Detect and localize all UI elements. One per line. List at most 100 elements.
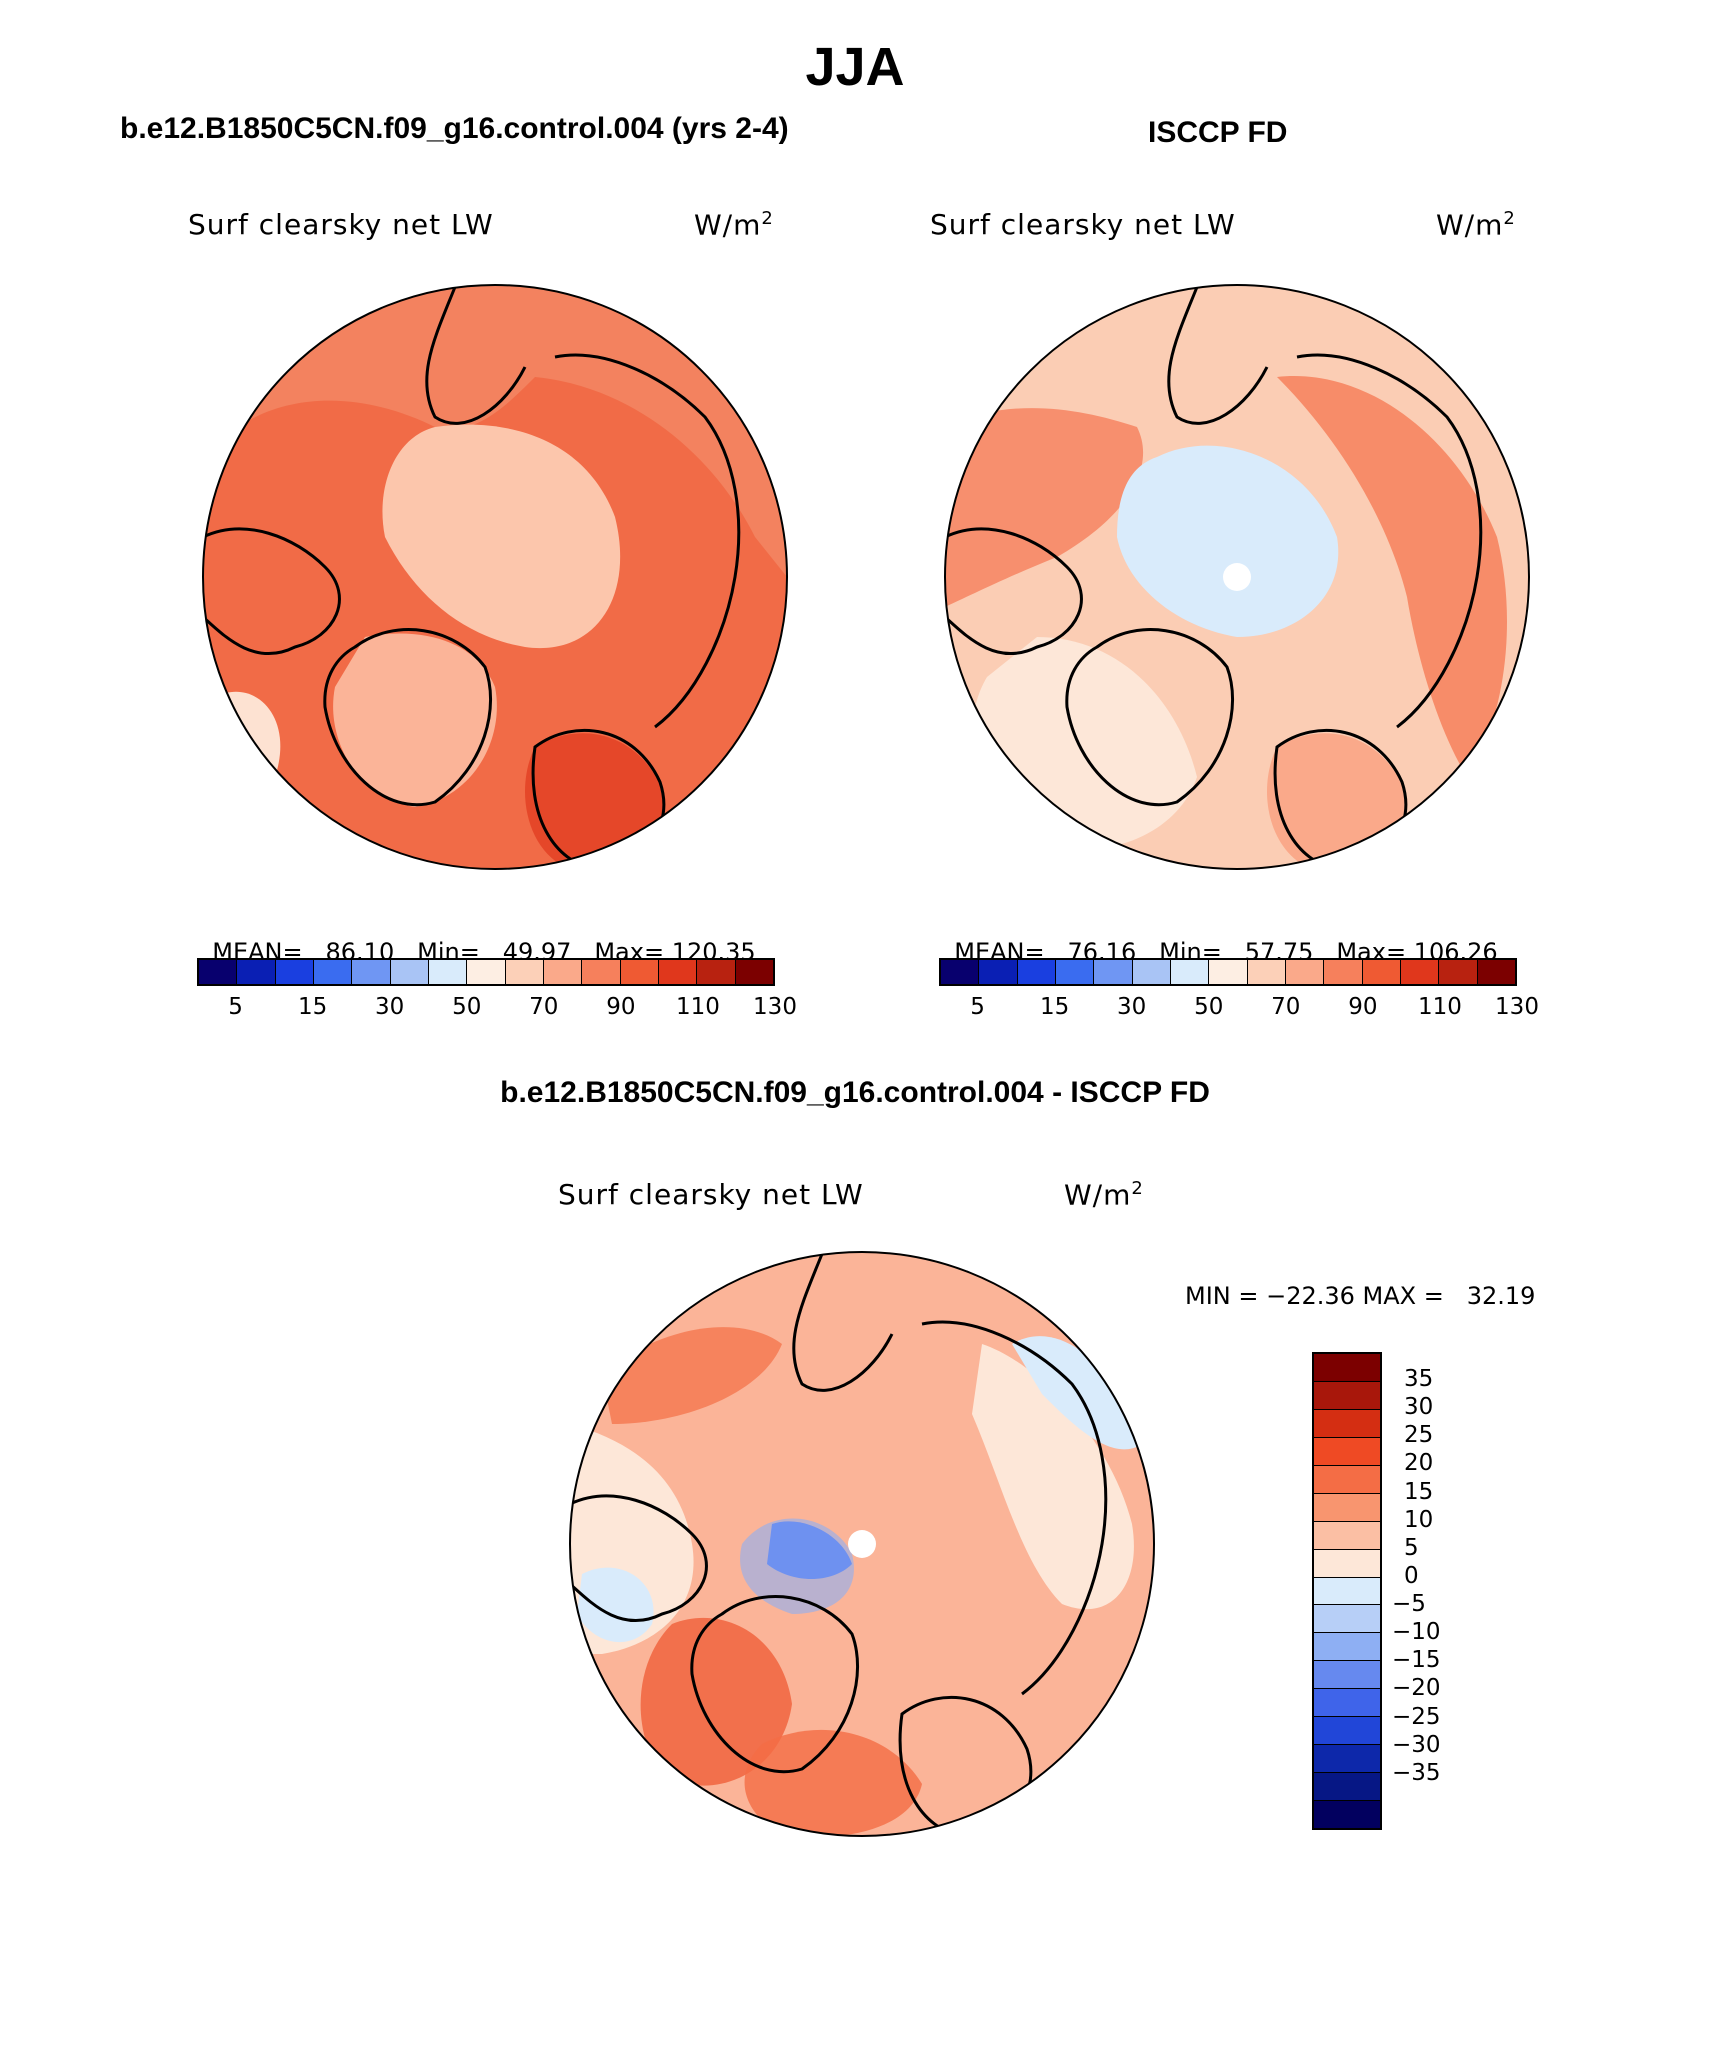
obs-warm-band-left bbox=[945, 408, 1144, 607]
obs-coastline-eurasia bbox=[1296, 353, 1483, 729]
colorbar-tick-label: 10 bbox=[1404, 1506, 1434, 1533]
colorbar-swatch bbox=[1314, 1633, 1380, 1662]
colorbar-swatch bbox=[1170, 960, 1210, 984]
model-units-label: W/m2 bbox=[694, 208, 774, 241]
colorbar-swatch bbox=[1314, 1521, 1380, 1550]
colorbar-tick-label: 30 bbox=[1117, 994, 1147, 1020]
colorbar-swatch bbox=[390, 960, 429, 984]
colorbar-swatch bbox=[1400, 960, 1440, 984]
obs-coastline-alaska bbox=[1167, 286, 1269, 425]
colorbar-swatch bbox=[1094, 960, 1133, 984]
model-colorbar bbox=[197, 958, 775, 986]
diff-cool-left-region bbox=[577, 1567, 654, 1643]
colorbar-tick-label: 0 bbox=[1404, 1562, 1419, 1589]
colorbar-tick-label: 130 bbox=[1495, 994, 1539, 1020]
colorbar-swatch bbox=[1055, 960, 1095, 984]
colorbar-swatch bbox=[620, 960, 659, 984]
diff-colorbar bbox=[1312, 1352, 1382, 1830]
diff-polar-map bbox=[569, 1251, 1155, 1837]
obs-warm-band-right bbox=[1277, 376, 1507, 777]
colorbar-swatch bbox=[1247, 960, 1286, 984]
colorbar-swatch bbox=[1314, 1409, 1380, 1438]
colorbar-swatch bbox=[1314, 1773, 1380, 1801]
diff-map-border bbox=[569, 1251, 1155, 1837]
colorbar-tick-label: −15 bbox=[1392, 1647, 1441, 1674]
obs-arctic-pale-region bbox=[1117, 445, 1339, 637]
obs-panel-title: ISCCP FD bbox=[1148, 116, 1288, 149]
obs-units-sup: 2 bbox=[1503, 208, 1516, 229]
model-arctic-ocean-region bbox=[382, 424, 621, 649]
model-greenland-region bbox=[333, 633, 497, 807]
obs-coastline-canada bbox=[945, 527, 1083, 655]
model-coastline-eurasia bbox=[554, 353, 741, 729]
obs-polar-map bbox=[944, 284, 1530, 870]
colorbar-swatch bbox=[543, 960, 583, 984]
colorbar-tick-label: 15 bbox=[1404, 1478, 1434, 1505]
diff-panel-title: b.e12.B1850C5CN.f09_g16.control.004 - IS… bbox=[500, 1076, 1210, 1109]
model-colorbar-ticks: 5 15 30 50 70 90 110 130 bbox=[197, 994, 797, 1024]
model-polar-map bbox=[202, 284, 788, 870]
colorbar-swatch bbox=[1017, 960, 1056, 984]
colorbar-swatch bbox=[1314, 1493, 1380, 1522]
colorbar-tick-label: −35 bbox=[1392, 1759, 1441, 1786]
colorbar-tick-label: 90 bbox=[606, 994, 636, 1020]
colorbar-swatch bbox=[941, 960, 980, 984]
colorbar-tick-label: 110 bbox=[675, 994, 720, 1020]
diff-warm-south-region bbox=[744, 1729, 922, 1836]
colorbar-tick-label: −30 bbox=[1392, 1731, 1441, 1758]
colorbar-swatch bbox=[697, 960, 736, 984]
obs-units-text: W/m bbox=[1436, 208, 1504, 242]
colorbar-tick-label: 25 bbox=[1404, 1422, 1434, 1449]
colorbar-swatch bbox=[1314, 1801, 1380, 1828]
model-map-border bbox=[202, 284, 788, 870]
colorbar-swatch bbox=[979, 960, 1018, 984]
colorbar-tick-label: 70 bbox=[1271, 994, 1301, 1020]
colorbar-swatch bbox=[1477, 960, 1515, 984]
colorbar-swatch bbox=[1285, 960, 1325, 984]
colorbar-swatch bbox=[1314, 1549, 1380, 1578]
obs-colorbar bbox=[939, 958, 1517, 986]
colorbar-swatch bbox=[1439, 960, 1478, 984]
model-variable-label: Surf clearsky net LW bbox=[188, 208, 494, 241]
obs-colorbar-ticks: 5 15 30 50 70 90 110 130 bbox=[939, 994, 1539, 1024]
diff-coastline-eurasia bbox=[921, 1320, 1108, 1696]
colorbar-tick-label: 30 bbox=[375, 994, 405, 1020]
diff-minmax: MIN = −22.36 MAX = 32.19 bbox=[1185, 1282, 1536, 1310]
colorbar-swatch bbox=[467, 960, 506, 984]
model-coastline-canada bbox=[203, 527, 341, 655]
colorbar-swatch bbox=[735, 960, 773, 984]
colorbar-tick-label: 15 bbox=[1039, 994, 1070, 1020]
colorbar-swatch bbox=[1314, 1354, 1380, 1382]
colorbar-swatch bbox=[582, 960, 621, 984]
colorbar-tick-label: 90 bbox=[1348, 994, 1378, 1020]
model-coastline-alaska bbox=[425, 286, 527, 425]
colorbar-tick-label: 70 bbox=[529, 994, 559, 1020]
diff-coastline-greenland bbox=[690, 1595, 860, 1774]
obs-units-label: W/m2 bbox=[1436, 208, 1516, 241]
obs-pole-missing-data bbox=[1223, 563, 1251, 591]
diff-warm-upper-region bbox=[602, 1327, 782, 1424]
model-units-sup: 2 bbox=[761, 208, 774, 229]
diff-variable-label: Surf clearsky net LW bbox=[558, 1178, 864, 1211]
obs-coastline-greenland bbox=[1065, 628, 1235, 807]
colorbar-swatch bbox=[1314, 1745, 1380, 1774]
diff-coastline-alaska bbox=[792, 1253, 894, 1392]
diff-pole-missing-data bbox=[848, 1530, 876, 1558]
colorbar-tick-label: 20 bbox=[1404, 1450, 1434, 1477]
colorbar-swatch bbox=[1314, 1381, 1380, 1410]
colorbar-tick-label: 5 bbox=[970, 994, 985, 1020]
colorbar-swatch bbox=[1324, 960, 1363, 984]
colorbar-swatch bbox=[1314, 1465, 1380, 1494]
colorbar-swatch bbox=[275, 960, 314, 984]
colorbar-swatch bbox=[1132, 960, 1171, 984]
colorbar-swatch bbox=[199, 960, 238, 984]
diff-units-label: W/m2 bbox=[1064, 1178, 1144, 1211]
colorbar-swatch bbox=[1314, 1605, 1380, 1634]
colorbar-swatch bbox=[1314, 1437, 1380, 1466]
colorbar-tick-label: −10 bbox=[1392, 1619, 1441, 1646]
diff-units-sup: 2 bbox=[1131, 1178, 1144, 1199]
colorbar-swatch bbox=[237, 960, 276, 984]
colorbar-tick-label: −25 bbox=[1392, 1703, 1441, 1730]
colorbar-swatch bbox=[505, 960, 544, 984]
colorbar-tick-label: 130 bbox=[753, 994, 797, 1020]
